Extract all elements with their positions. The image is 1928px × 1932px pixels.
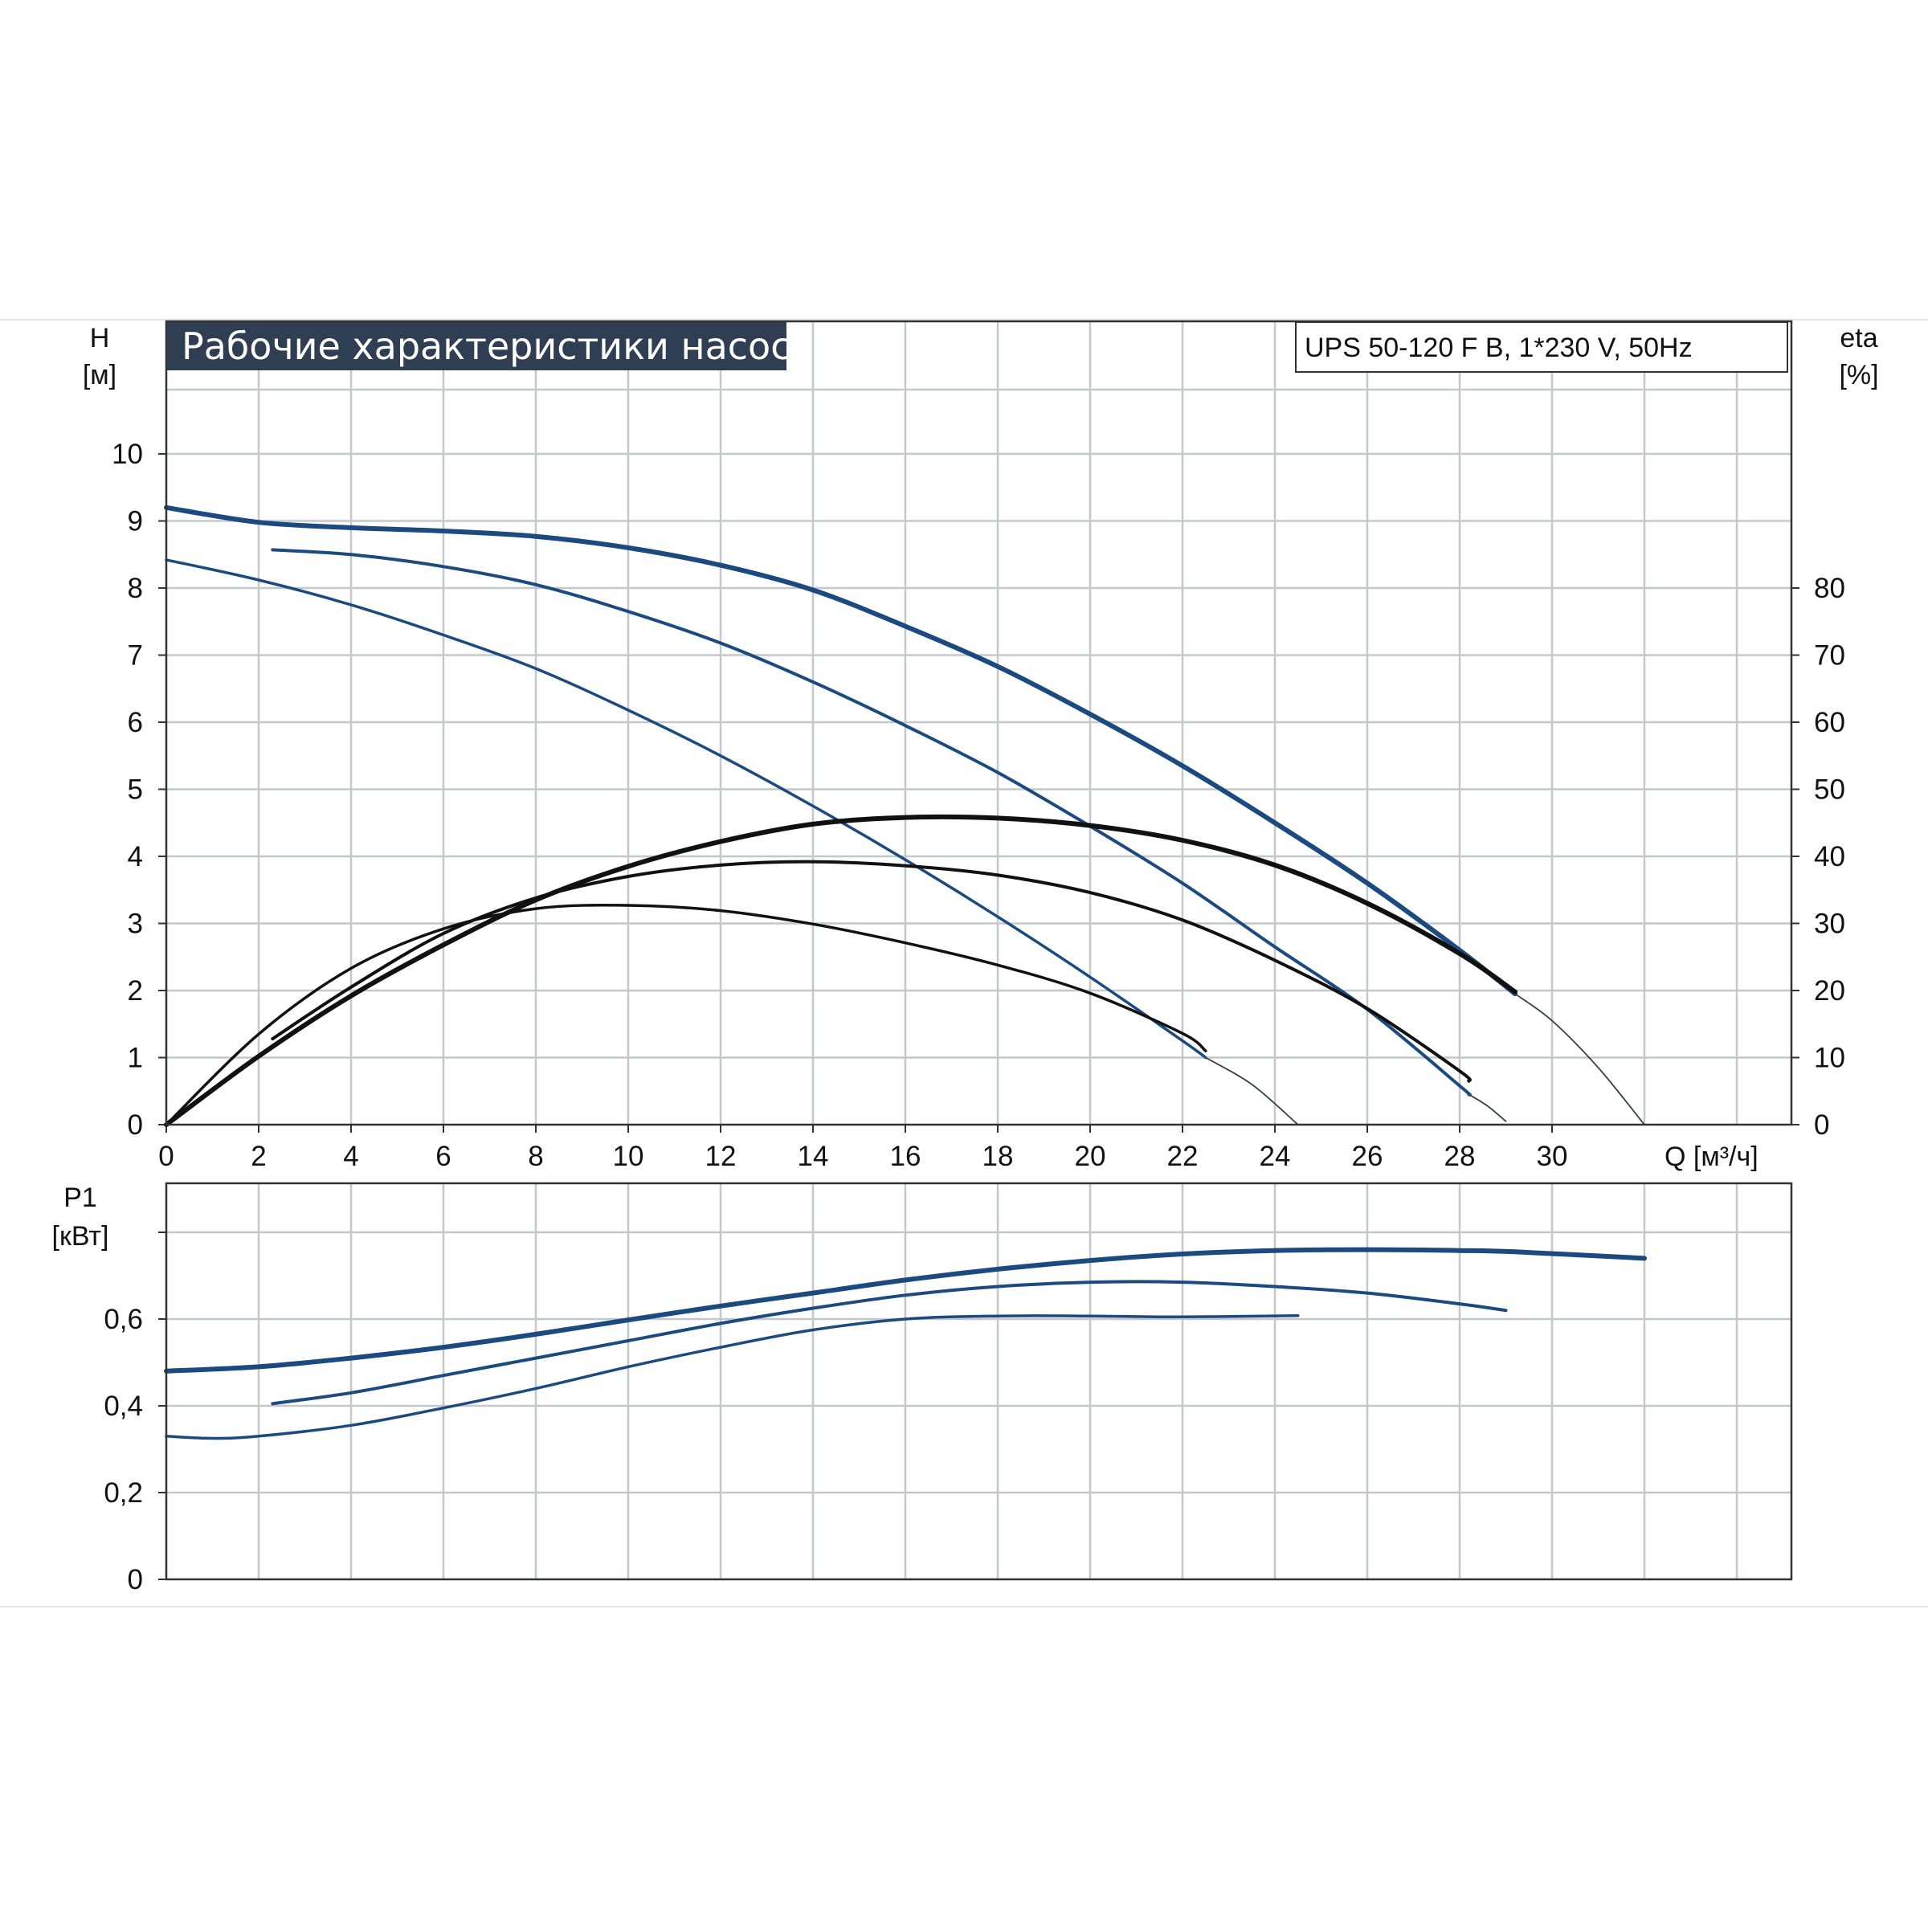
model-label: UPS 50-120 F B, 1*230 V, 50Hz: [1305, 333, 1693, 363]
x-tick-label: 8: [528, 1141, 543, 1172]
x-tick-label: 0: [158, 1141, 174, 1172]
y-left-tick-label: 5: [128, 774, 143, 806]
x-tick-label: 14: [798, 1141, 829, 1172]
bottom-plot-frame: [165, 1182, 1793, 1581]
y-left-tick-label: 4: [128, 841, 143, 872]
curves: [164, 504, 1647, 1440]
power-curve-2: [271, 1280, 1508, 1406]
y-right-label-symbol: eta: [1840, 323, 1877, 353]
y-right-tick-label: 70: [1814, 640, 1845, 672]
power-y-tick-label: 0,2: [104, 1477, 143, 1509]
top-plot-frame: [165, 320, 1793, 1126]
power-y-label-unit: [кВт]: [52, 1221, 109, 1252]
y-left-tick-label: 1: [128, 1043, 143, 1074]
power-y-tick-label: 0,6: [104, 1304, 143, 1335]
power-y-label-symbol: P1: [63, 1182, 97, 1213]
chart-title: Рабочие характеристики насоса: [182, 325, 814, 368]
y-left-tick-label: 7: [128, 640, 143, 672]
power-curve-3: [165, 1313, 1300, 1440]
y-left-tick-label: 6: [128, 707, 143, 738]
x-tick-label: 28: [1444, 1141, 1476, 1172]
model-box: [1295, 321, 1788, 373]
x-tick-label: 18: [982, 1141, 1014, 1172]
y-left-tick-label: 2: [128, 975, 143, 1007]
head-extension-curve: [1204, 1056, 1299, 1125]
bottom-grid: [166, 1183, 1791, 1579]
x-tick-label: 10: [613, 1141, 644, 1172]
head-extension-curve: [1468, 1093, 1507, 1122]
x-tick-label: 30: [1537, 1141, 1568, 1172]
y-left-tick-label: 3: [128, 909, 143, 940]
y-right-tick-label: 30: [1814, 909, 1845, 940]
x-tick-label: 12: [705, 1141, 737, 1172]
x-axis-label: Q [м³/ч]: [1665, 1142, 1758, 1172]
tick-labels: 0 2 4 6 8 10 12 14 16 18 20 22 24 26 28 300123456789100…: [104, 439, 1845, 1595]
power-y-tick-label: 0,4: [104, 1391, 143, 1422]
x-tick-label: 26: [1352, 1141, 1383, 1172]
efficiency-curve-3: [165, 904, 1207, 1126]
head-curve-1: [164, 504, 1517, 997]
x-tick-label: 24: [1260, 1141, 1291, 1172]
y-left-label-symbol: H: [90, 323, 110, 353]
efficiency-curve-2: [271, 860, 1472, 1083]
power-curve-1: [164, 1247, 1647, 1374]
y-left-tick-label: 10: [112, 439, 143, 470]
x-tick-label: 6: [435, 1141, 451, 1172]
y-left-label-unit: [м]: [83, 360, 116, 390]
y-right-tick-label: 0: [1814, 1109, 1829, 1141]
y-right-tick-label: 40: [1814, 841, 1845, 872]
head-curve-2: [271, 548, 1472, 1097]
x-tick-label: 22: [1167, 1141, 1199, 1172]
head-curve-3: [165, 558, 1207, 1060]
head-extension-curve: [1514, 993, 1645, 1125]
efficiency-curve-1: [164, 814, 1517, 1127]
x-tick-label: 4: [343, 1141, 358, 1172]
y-left-tick-label: 0: [128, 1109, 143, 1141]
x-tick-label: 20: [1075, 1141, 1106, 1172]
y-right-tick-label: 50: [1814, 774, 1845, 806]
y-right-tick-label: 20: [1814, 975, 1845, 1007]
y-right-tick-label: 80: [1814, 573, 1845, 604]
x-tick-label: 2: [251, 1141, 266, 1172]
power-y-tick-label: 0: [128, 1564, 143, 1595]
x-tick-label: 16: [890, 1141, 921, 1172]
title-box: [165, 322, 786, 370]
y-right-tick-label: 10: [1814, 1043, 1845, 1074]
y-left-tick-label: 8: [128, 573, 143, 604]
top-grid: [166, 321, 1791, 1125]
y-right-label-unit: [%]: [1839, 360, 1878, 390]
y-right-tick-label: 60: [1814, 707, 1845, 738]
y-left-tick-label: 9: [128, 506, 143, 537]
